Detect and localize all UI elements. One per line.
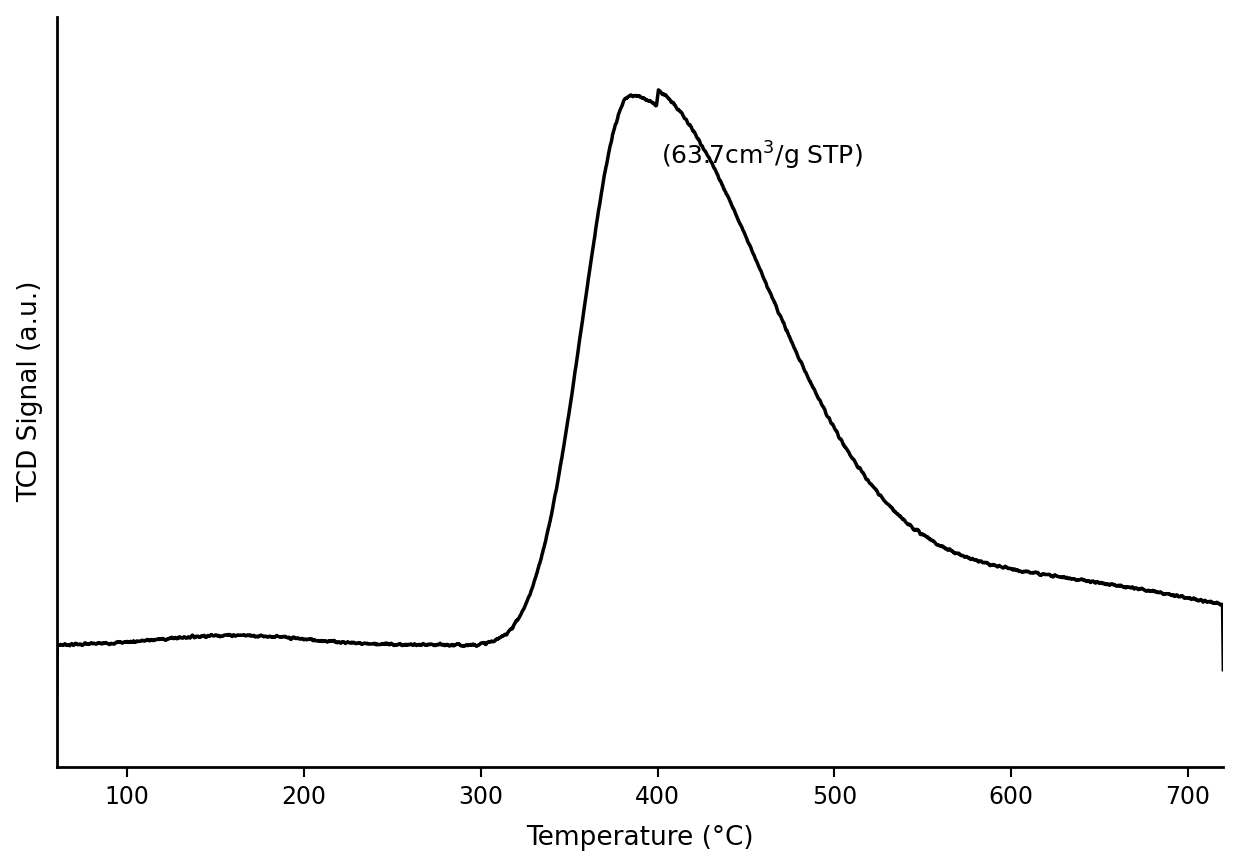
Text: (63.7cm$^3$/g STP): (63.7cm$^3$/g STP) xyxy=(661,140,863,172)
Y-axis label: TCD Signal (a.u.): TCD Signal (a.u.) xyxy=(16,281,42,503)
X-axis label: Temperature (°C): Temperature (°C) xyxy=(526,825,754,852)
